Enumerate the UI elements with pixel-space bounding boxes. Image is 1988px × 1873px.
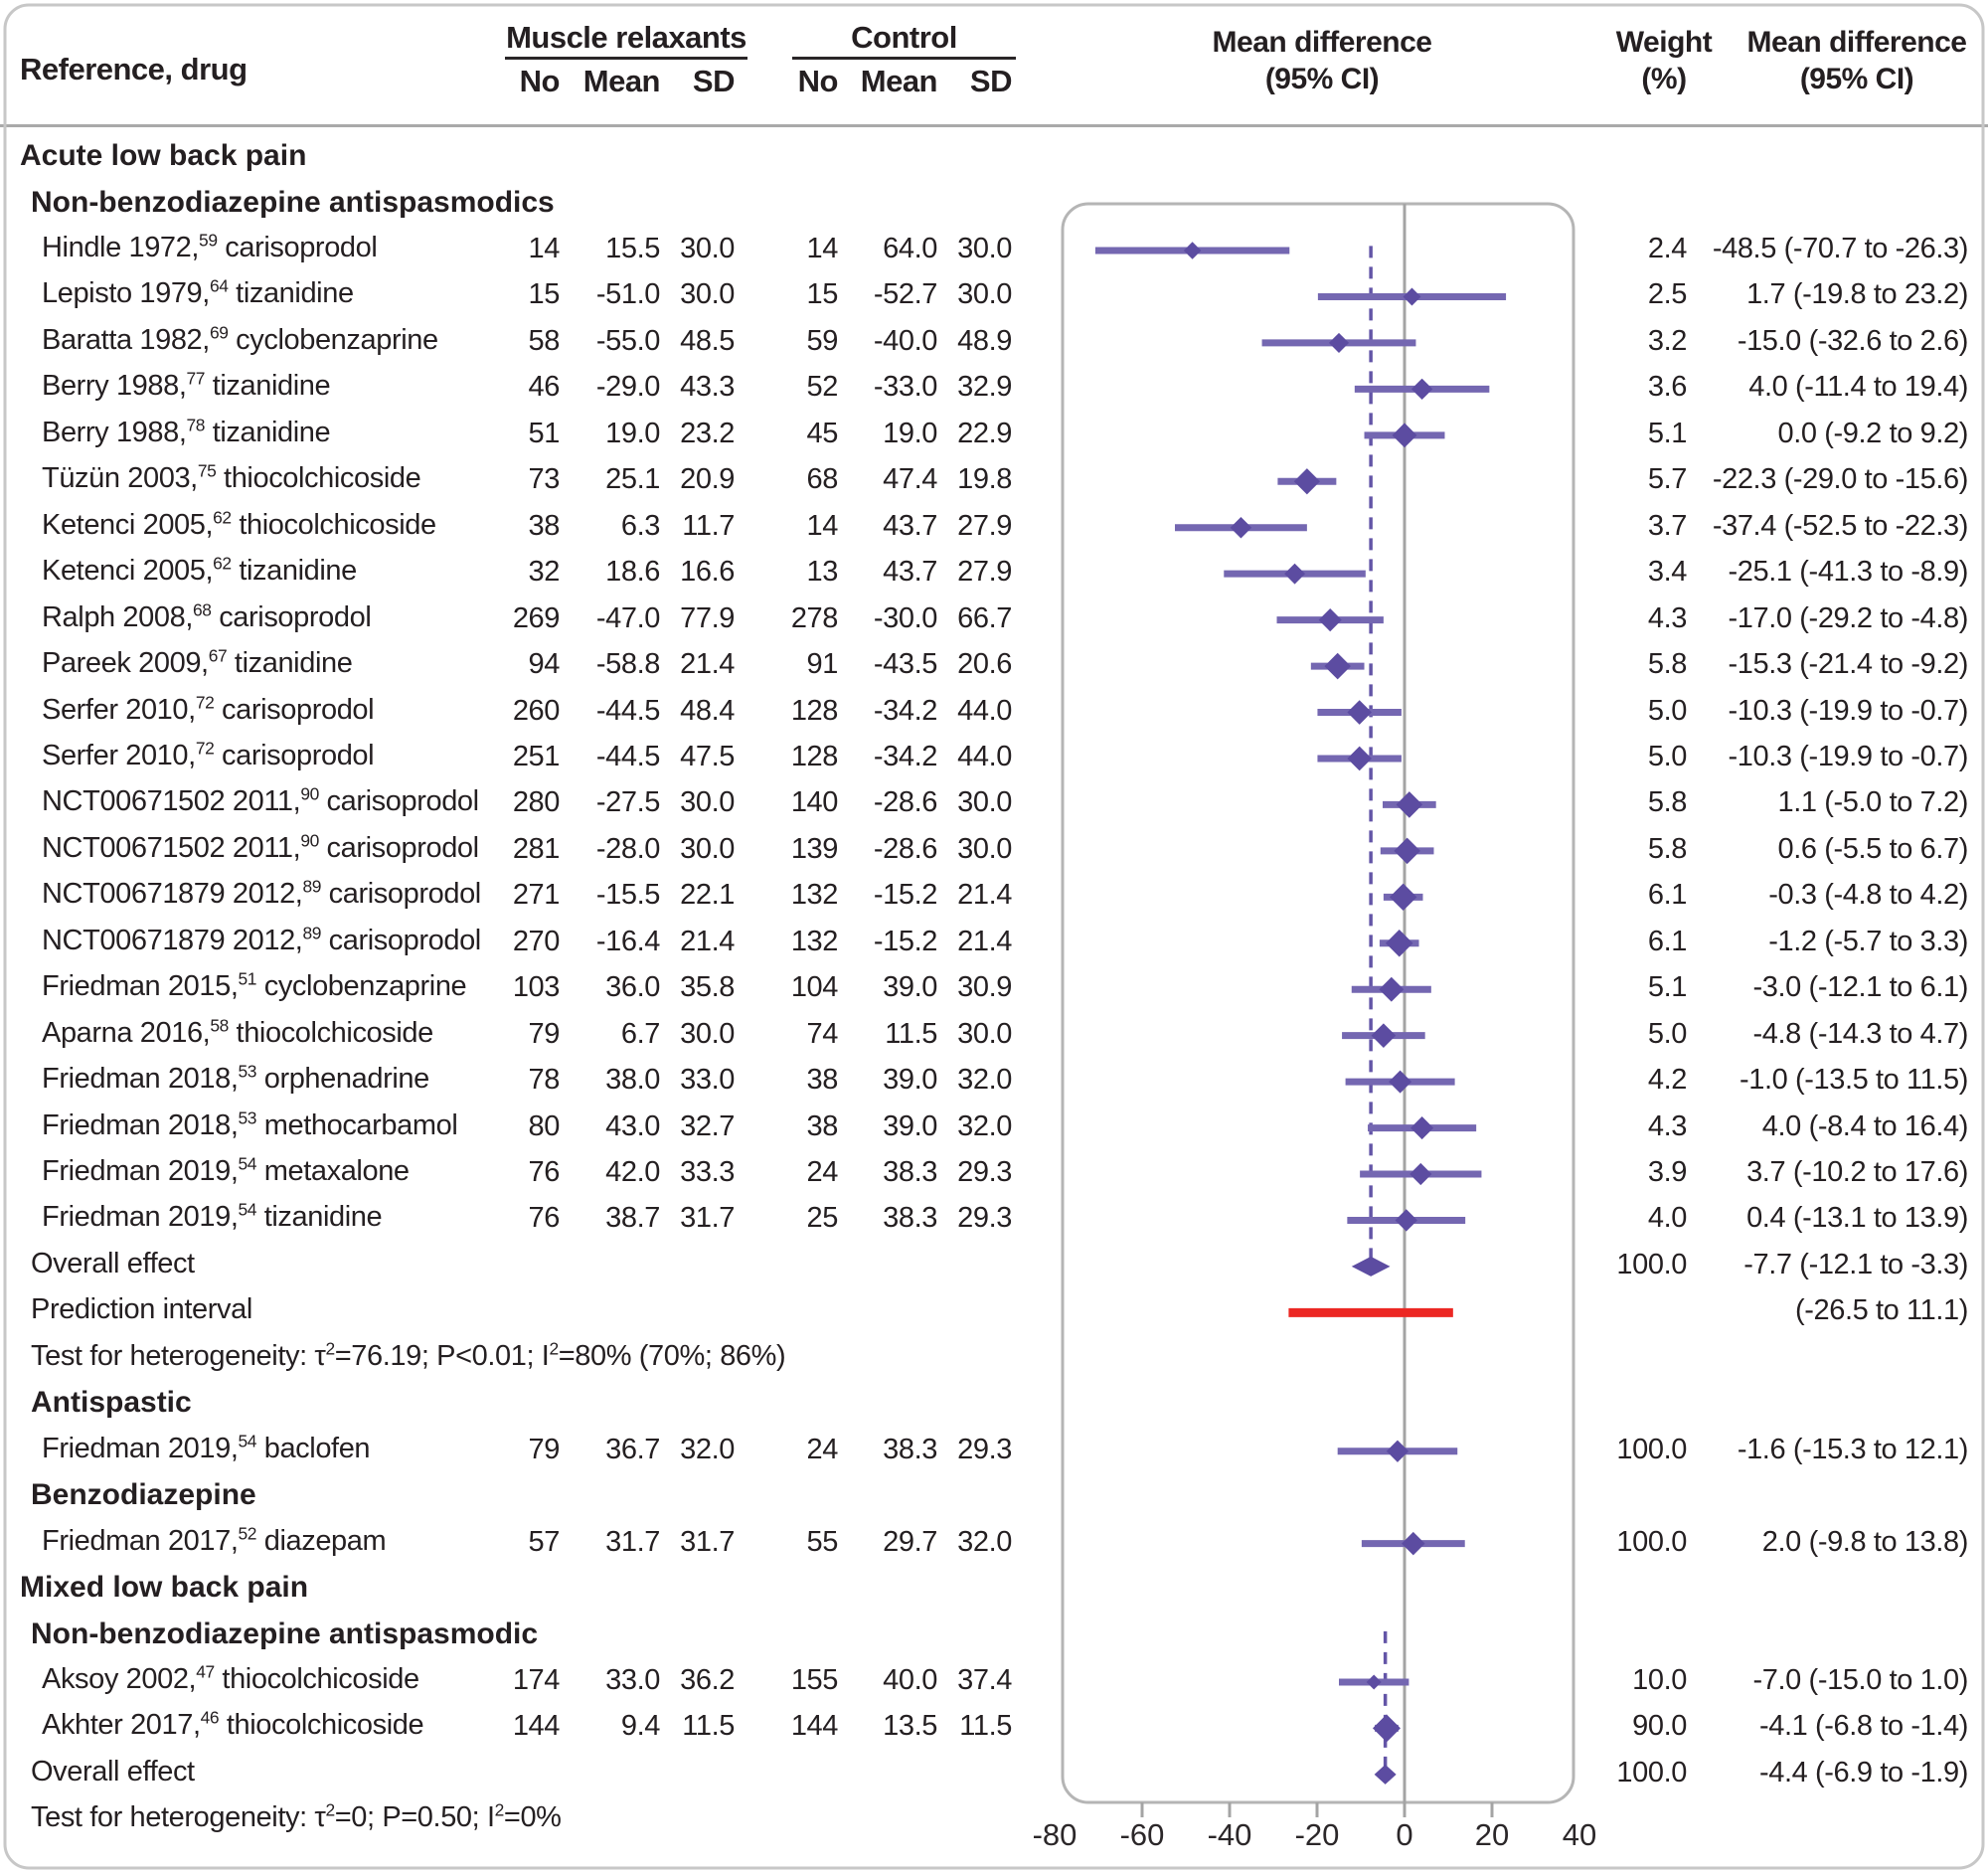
axis-tick-label: 40 [1563, 1817, 1596, 1852]
effect-diamond [1410, 1116, 1434, 1140]
effect-diamond [1395, 1209, 1417, 1232]
effect-diamond [1392, 423, 1417, 448]
effect-diamond [1389, 883, 1417, 912]
axis-tick-label: -80 [1033, 1817, 1077, 1852]
effect-diamond [1347, 700, 1372, 725]
effect-diamond [1284, 563, 1306, 585]
axis-tick-label: -60 [1120, 1817, 1165, 1852]
axis-tick-label: -20 [1295, 1817, 1340, 1852]
effect-diamond [1328, 332, 1350, 353]
effect-diamond [1385, 930, 1413, 957]
plot-frame [1061, 202, 1575, 1804]
effect-diamond [1293, 468, 1320, 495]
effect-diamond [1379, 976, 1405, 1002]
axis-tick-label: 20 [1475, 1817, 1509, 1852]
effect-diamond [1389, 1070, 1412, 1094]
overall-effect-diamond [1374, 1764, 1397, 1785]
effect-diamond [1318, 608, 1342, 632]
effect-diamond [1324, 652, 1351, 680]
effect-diamond [1394, 837, 1420, 865]
effect-diamond [1347, 746, 1372, 771]
axis-tick-label: -40 [1208, 1817, 1252, 1852]
effect-diamond [1183, 242, 1202, 259]
effect-diamond [1396, 791, 1423, 818]
effect-diamond [1410, 378, 1433, 401]
effect-diamond [1371, 1023, 1397, 1049]
effect-diamond [1372, 1714, 1401, 1743]
effect-diamond [1409, 1162, 1432, 1186]
axis-tick-label: 0 [1396, 1817, 1412, 1852]
effect-diamond [1230, 516, 1252, 539]
overall-effect-diamond [1351, 1256, 1391, 1277]
effect-diamond [1366, 1674, 1382, 1690]
